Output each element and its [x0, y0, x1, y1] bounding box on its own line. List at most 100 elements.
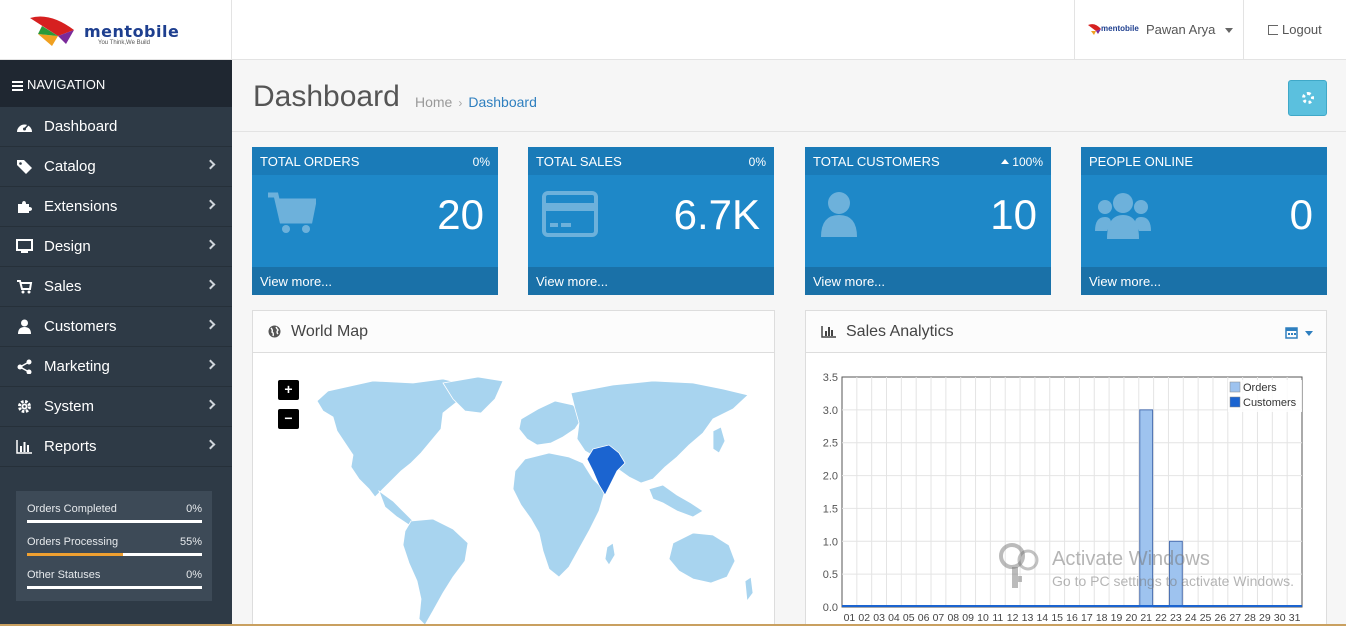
user-icon	[821, 192, 857, 237]
tile-body: 10	[805, 175, 1051, 267]
sidebar-item-label: System	[44, 398, 95, 415]
sidebar-item-marketing[interactable]: Marketing	[0, 347, 232, 387]
tile-header: TOTAL CUSTOMERS 100%	[805, 147, 1051, 175]
activate-windows-subtitle: Go to PC settings to activate Windows.	[1052, 573, 1294, 589]
europe-shape	[518, 400, 584, 446]
key-watermark-icon	[999, 543, 1039, 588]
tile-percent: 0%	[472, 155, 490, 169]
view-more-link[interactable]: View more...	[252, 267, 498, 295]
sales-analytics-chart[interactable]: 0.0 0.5 1.0 1.5 2.0 2.5 3.0 3.5 01 02 03 04 05 06 07 08…	[806, 353, 1326, 626]
view-more-link[interactable]: View more...	[1081, 267, 1327, 295]
sidebar-item-customers[interactable]: Customers	[0, 307, 232, 347]
stat-label: Orders Completed	[27, 503, 117, 515]
stat-value: 0%	[186, 569, 202, 581]
tile-body: 6.7K	[528, 175, 774, 267]
chevron-right-icon	[205, 439, 216, 450]
madagascar-shape	[604, 542, 616, 566]
map-zoom-out-button[interactable]: −	[278, 409, 299, 429]
stat-other-statuses: Other Statuses 0%	[26, 567, 202, 600]
x-tick-label: 22	[1155, 612, 1167, 624]
progress-bar	[27, 586, 202, 589]
logo-tagline: You Think,We Build	[98, 40, 150, 46]
sidebar-item-design[interactable]: Design	[0, 227, 232, 267]
stat-label: Orders Processing	[27, 536, 119, 548]
x-tick-label: 05	[903, 612, 915, 624]
tile-value: 10	[990, 191, 1037, 238]
sidebar-item-catalog[interactable]: Catalog	[0, 147, 232, 187]
panel-title: World Map	[291, 323, 369, 340]
sidebar-item-system[interactable]: System	[0, 387, 232, 427]
tile-header: TOTAL ORDERS 0%	[252, 147, 498, 175]
bar-chart-icon	[821, 326, 836, 338]
y-tick-label: 0.0	[823, 602, 838, 614]
chevron-right-icon	[205, 279, 216, 290]
user-menu[interactable]: mentobile Pawan Arya	[1074, 0, 1244, 60]
x-tick-label: 31	[1289, 612, 1301, 624]
caret-down-icon	[1225, 28, 1233, 33]
puzzle-icon	[18, 201, 32, 213]
y-tick-label: 1.5	[823, 503, 838, 515]
calendar-dropdown-button[interactable]	[1285, 326, 1314, 344]
calendar-icon	[1285, 327, 1298, 339]
x-tick-label: 04	[888, 612, 900, 624]
gear-icon	[1302, 92, 1314, 104]
tag-icon	[17, 160, 32, 174]
tile-body: 20	[252, 175, 498, 267]
sidebar-item-label: Catalog	[44, 158, 96, 175]
view-more-link[interactable]: View more...	[528, 267, 774, 295]
x-tick-label: 25	[1200, 612, 1212, 624]
world-map[interactable]	[293, 371, 763, 626]
breadcrumb-home[interactable]: Home	[415, 94, 453, 110]
x-tick-label: 06	[918, 612, 930, 624]
sidebar-item-dashboard[interactable]: Dashboard	[0, 107, 232, 147]
cart-icon	[268, 192, 316, 233]
stat-orders-processing: Orders Processing 55%	[26, 534, 202, 567]
tile-title: TOTAL ORDERS	[260, 154, 360, 169]
x-tick-label: 02	[858, 612, 870, 624]
chevron-right-icon	[205, 199, 216, 210]
panel-title: Sales Analytics	[846, 323, 954, 340]
view-more-link[interactable]: View more...	[805, 267, 1051, 295]
top-header: mentobile You Think,We Build mentobile P…	[0, 0, 1346, 60]
sidebar: NAVIGATION Dashboard Catalog Extensions …	[0, 60, 232, 626]
sidebar-item-reports[interactable]: Reports	[0, 427, 232, 467]
gear-icon	[18, 400, 31, 413]
panel-header: World Map	[253, 311, 774, 353]
caret-up-icon	[1001, 159, 1010, 164]
user-icon	[18, 319, 31, 334]
cart-icon	[17, 280, 33, 294]
sidebar-item-label: Design	[44, 238, 91, 255]
x-tick-label: 10	[977, 612, 989, 624]
sales-analytics-panel: Sales Analytics 0.0 0.5 1.0 1.5 2.0 2.5 3.0 3.5…	[805, 310, 1327, 626]
sidebar-item-label: Sales	[44, 278, 82, 295]
bar-chart-icon	[16, 440, 32, 454]
tile-body: 0	[1081, 175, 1327, 267]
tile-title: TOTAL CUSTOMERS	[813, 154, 940, 169]
tile-value: 0	[1289, 191, 1313, 238]
page-title: Dashboard	[253, 80, 400, 113]
panel-header: Sales Analytics	[806, 311, 1326, 353]
sidebar-item-extensions[interactable]: Extensions	[0, 187, 232, 227]
brand-logo[interactable]: mentobile You Think,We Build	[0, 0, 232, 60]
settings-button[interactable]	[1288, 80, 1327, 116]
nav-header: NAVIGATION	[0, 60, 232, 107]
tile-percent: 100%	[1001, 155, 1043, 169]
users-icon	[1095, 193, 1151, 239]
sidebar-item-sales[interactable]: Sales	[0, 267, 232, 307]
tile-title: TOTAL SALES	[536, 154, 622, 169]
sidebar-item-label: Extensions	[44, 198, 118, 215]
caret-down-icon	[1305, 331, 1314, 336]
x-tick-label: 13	[1022, 612, 1034, 624]
activate-windows-title: Activate Windows	[1052, 548, 1210, 570]
logout-button[interactable]: Logout	[1268, 22, 1322, 37]
chevron-right-icon	[205, 159, 216, 170]
x-tick-label: 20	[1126, 612, 1138, 624]
logo-mark-icon	[30, 16, 74, 46]
breadcrumb-current[interactable]: Dashboard	[468, 94, 537, 110]
breadcrumb-separator-icon: ›	[458, 96, 463, 110]
sidebar-item-label: Dashboard	[44, 118, 118, 135]
map-zoom-in-button[interactable]: +	[278, 380, 299, 400]
dashboard-icon	[17, 124, 32, 132]
user-name: Pawan Arya	[1146, 22, 1216, 37]
x-tick-label: 19	[1111, 612, 1123, 624]
